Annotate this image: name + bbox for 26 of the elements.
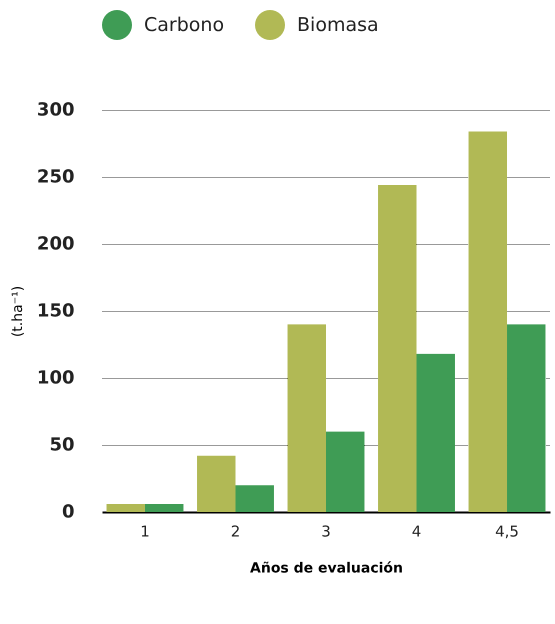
x-tick-label: 1 xyxy=(140,522,150,540)
y-tick-label: 250 xyxy=(36,166,74,188)
bar xyxy=(507,324,546,512)
bar xyxy=(144,504,184,512)
x-axis-title: Años de evaluación xyxy=(250,560,403,576)
y-axis-title: (t.ha⁻¹) xyxy=(10,286,26,338)
y-tick-label: 100 xyxy=(36,368,74,388)
bar xyxy=(468,131,508,512)
legend-label: Biomasa xyxy=(297,14,379,36)
bar xyxy=(378,185,417,512)
x-tick-label: 4 xyxy=(412,522,422,540)
bar xyxy=(235,485,274,512)
bar xyxy=(106,504,145,512)
x-tick-label: 2 xyxy=(230,522,240,540)
y-tick-label: 0 xyxy=(62,502,74,522)
legend-label: Carbono xyxy=(144,14,224,36)
y-tick-label: 200 xyxy=(36,234,74,254)
y-tick-label: 300 xyxy=(36,100,74,120)
bar xyxy=(416,354,455,512)
bar xyxy=(197,456,236,512)
y-tick-label: 50 xyxy=(49,434,74,456)
bar xyxy=(326,432,364,512)
x-tick-label: 3 xyxy=(321,522,331,540)
bar xyxy=(288,324,326,512)
x-tick-label: 4,5 xyxy=(495,522,519,540)
y-tick-label: 150 xyxy=(36,300,74,322)
